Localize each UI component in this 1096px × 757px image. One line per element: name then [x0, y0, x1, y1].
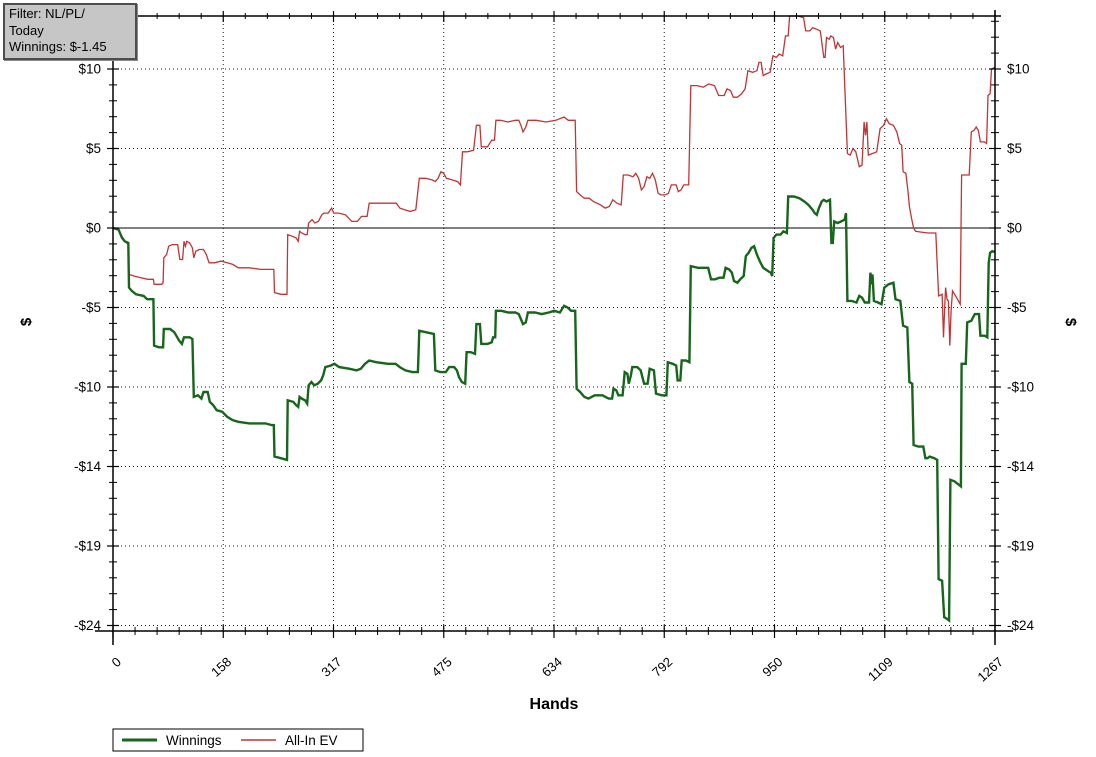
filter-line-3: Winnings: $-1.45 [9, 39, 107, 55]
y-tick-label-right: -$5 [1007, 300, 1027, 315]
y-tick-label-left: -$5 [81, 300, 101, 315]
legend-box [112, 728, 364, 752]
x-tick-label: 792 [649, 654, 675, 680]
y-tick-label-left: -$10 [74, 380, 101, 395]
y-tick-label-left: $5 [86, 141, 101, 156]
y-tick-label-right: -$24 [1007, 618, 1035, 633]
series-winnings-line [112, 195, 996, 623]
y-tick-label-left: -$14 [74, 459, 102, 474]
x-tick-label: 634 [539, 654, 565, 680]
legend: Winnings All-In EV [112, 728, 364, 752]
x-tick-label: 950 [759, 654, 785, 680]
x-tick-label: 475 [429, 654, 455, 680]
legend-winnings-label: Winnings [166, 733, 222, 748]
legend-allinev-label: All-In EV [285, 733, 338, 748]
y-tick-label-right: -$10 [1007, 380, 1034, 395]
y-tick-label-left: -$19 [74, 539, 101, 554]
filter-line-2: Today [9, 22, 44, 38]
y-tick-label-left: $0 [86, 221, 101, 236]
y-tick-label-right: -$14 [1007, 459, 1035, 474]
x-axis-title: Hands [530, 696, 579, 713]
y-tick-label-right: -$19 [1007, 539, 1034, 554]
series-layer [112, 15, 996, 623]
y-axis-title-left: $ [18, 317, 35, 326]
x-tick-label: 0 [109, 654, 124, 670]
filter-info-box: Filter: NL/PL/ Today Winnings: $-1.45 [3, 3, 137, 60]
y-tick-label-left: -$24 [74, 618, 102, 633]
x-tick-label: 1267 [974, 654, 1006, 684]
y-tick-label-right: $0 [1007, 221, 1022, 236]
series-all-in-ev-line [112, 15, 996, 346]
x-tick-label: 158 [208, 654, 234, 680]
x-tick-label: 1109 [865, 654, 896, 684]
y-axis-title-right: $ [1062, 318, 1079, 327]
filter-line-1: Filter: NL/PL/ [9, 6, 85, 21]
y-tick-label-right: $5 [1007, 141, 1022, 156]
y-tick-label-right: $10 [1007, 62, 1030, 77]
tick-labels-layer: $10 $10 $5 $5 $0 $0 -$5 -$5 -$10 -$10 -$14 -$14 -$19… [74, 62, 1035, 685]
y-tick-label-left: $10 [78, 62, 101, 77]
gridlines-layer [113, 16, 995, 631]
axes-layer [95, 10, 1013, 645]
x-tick-label: 317 [318, 654, 344, 680]
